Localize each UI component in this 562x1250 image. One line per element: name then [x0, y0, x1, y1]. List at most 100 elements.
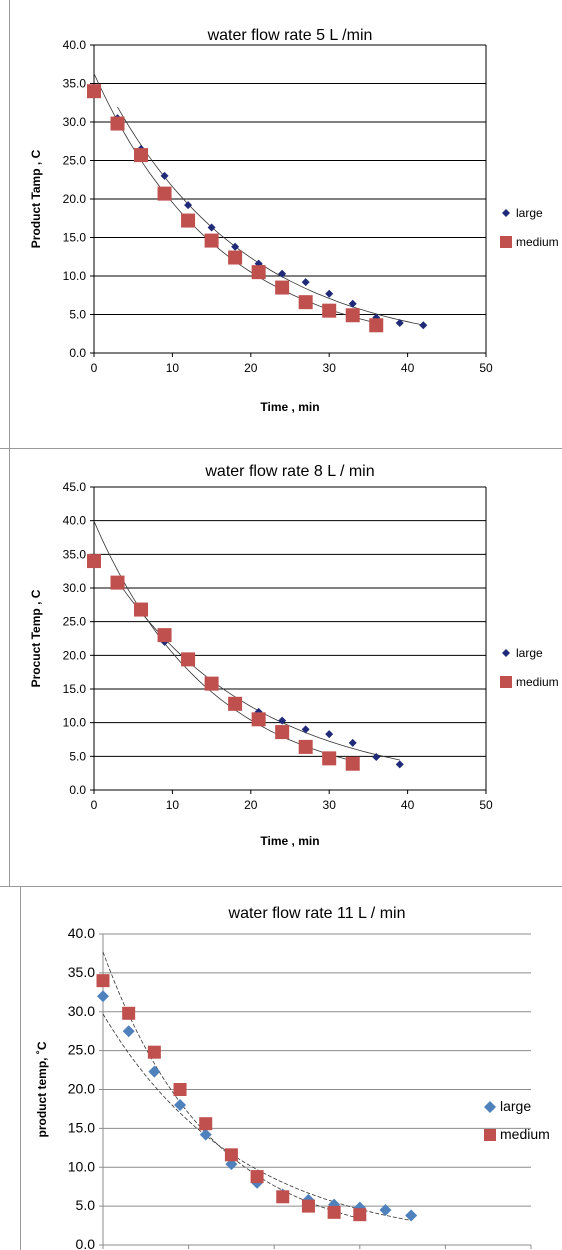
point-medium: [251, 265, 266, 280]
y-tick-label: 30.0: [63, 115, 87, 129]
panel-divider: [0, 448, 562, 449]
point-large: [419, 321, 428, 330]
point-large: [231, 242, 240, 251]
point-medium: [147, 1045, 161, 1059]
point-large: [325, 289, 334, 298]
point-medium: [298, 739, 313, 754]
point-large: [160, 171, 169, 180]
point-medium: [122, 1006, 136, 1020]
legend-marker-large: [484, 1101, 496, 1113]
panel-left-edge: [20, 887, 21, 1250]
chart-title: water flow rate 5 L /min: [207, 27, 373, 44]
trendline-medium: [102, 951, 360, 1219]
point-medium: [157, 186, 172, 201]
point-large: [278, 716, 287, 725]
point-large: [372, 753, 381, 762]
y-tick-label: 25.0: [68, 1042, 95, 1058]
chart-title: water flow rate 11 L / min: [228, 905, 406, 922]
point-medium: [110, 116, 125, 131]
y-tick-label: 25.0: [63, 154, 87, 168]
y-tick-label: 20.0: [68, 1081, 95, 1097]
point-medium: [276, 1190, 290, 1204]
point-large: [395, 318, 404, 327]
point-medium: [345, 308, 360, 323]
panel-divider: [0, 886, 562, 887]
chart-8-lpm: 0.0 5.0 10.0 15.0 20.0 25.0 30.0 35.0 40.0 45.0 0 1…: [29, 463, 559, 848]
y-tick-label: 40.0: [63, 514, 87, 528]
x-tick-label: 30: [323, 798, 337, 812]
y-tick-label: 20.0: [63, 192, 87, 206]
point-large: [207, 223, 216, 232]
point-medium: [87, 554, 101, 569]
x-tick-label: 40: [401, 361, 415, 375]
point-medium: [157, 628, 172, 643]
point-large: [199, 1128, 212, 1141]
y-axis-label: product temp, ˚C: [35, 1041, 49, 1137]
legend-marker-medium: [484, 1129, 496, 1141]
point-large: [301, 725, 310, 734]
x-tick-label: 20: [244, 798, 258, 812]
y-tick-label: 15.0: [68, 1119, 95, 1135]
chart-panel-3: 0.05.010.015.020.025.030.035.040.0010203…: [0, 887, 562, 1250]
chart-panel-2: 0.0 5.0 10.0 15.0 20.0 25.0 30.0 35.0 40.0 45.0 0 1…: [0, 449, 562, 886]
legend-label-large: large: [516, 206, 543, 220]
legend-label-medium: medium: [500, 1126, 550, 1142]
y-tick-label: 5.0: [69, 308, 86, 322]
y-tick-label: 40.0: [68, 925, 95, 941]
x-tick-label: 40: [401, 798, 415, 812]
point-medium: [322, 751, 337, 766]
point-large: [122, 1025, 135, 1038]
trendline-large: [102, 1013, 412, 1221]
point-large: [325, 730, 334, 739]
trendline-large: [117, 580, 400, 761]
trendline-large: [117, 106, 424, 326]
y-tick-label: 20.0: [63, 648, 87, 662]
y-tick-label: 5.0: [76, 1197, 96, 1213]
y-tick-label: 0.0: [69, 783, 86, 797]
point-medium: [228, 696, 243, 711]
point-medium: [228, 250, 243, 265]
legend-label-medium: medium: [516, 235, 559, 249]
point-medium: [322, 303, 337, 318]
point-large: [148, 1065, 161, 1078]
y-tick-label: 5.0: [69, 749, 86, 763]
legend-marker-large: [502, 209, 510, 217]
point-large: [184, 201, 193, 210]
point-medium: [345, 756, 360, 771]
point-medium: [204, 676, 219, 691]
y-tick-label: 35.0: [63, 77, 87, 91]
panel-left-edge: [9, 0, 10, 448]
y-tick-label: 30.0: [68, 1003, 95, 1019]
point-large: [405, 1209, 418, 1222]
point-medium: [275, 725, 290, 740]
y-tick-label: 0.0: [76, 1236, 96, 1250]
point-medium: [181, 652, 196, 667]
x-tick-label: 10: [166, 361, 180, 375]
chart-title: water flow rate 8 L / min: [204, 463, 374, 480]
x-tick-label: 0: [91, 361, 98, 375]
point-large: [328, 1198, 341, 1211]
point-large: [348, 738, 357, 747]
point-medium: [204, 233, 219, 248]
y-tick-label: 0.0: [69, 346, 86, 360]
point-medium: [224, 1148, 238, 1162]
point-medium: [181, 213, 196, 228]
x-tick-label: 50: [479, 798, 493, 812]
x-tick-label: 50: [479, 361, 493, 375]
x-tick-label: 20: [244, 361, 258, 375]
x-tick-label: 30: [323, 361, 337, 375]
point-medium: [173, 1083, 187, 1096]
legend-label-medium: medium: [516, 675, 559, 689]
trendline-medium: [93, 521, 353, 762]
point-medium: [110, 575, 125, 590]
point-medium: [87, 84, 101, 99]
y-tick-label: 15.0: [63, 682, 87, 696]
x-tick-label: 10: [166, 798, 180, 812]
point-medium: [327, 1205, 341, 1219]
point-medium: [134, 602, 149, 617]
chart-5-lpm: 0.0 5.0 10.0 15.0 20.0 25.0 30.0 35.0 40.0 0 10 20 3…: [29, 27, 559, 414]
trendline-medium: [93, 73, 377, 324]
point-large: [348, 299, 357, 308]
point-medium: [275, 280, 290, 295]
point-medium: [199, 1117, 213, 1131]
